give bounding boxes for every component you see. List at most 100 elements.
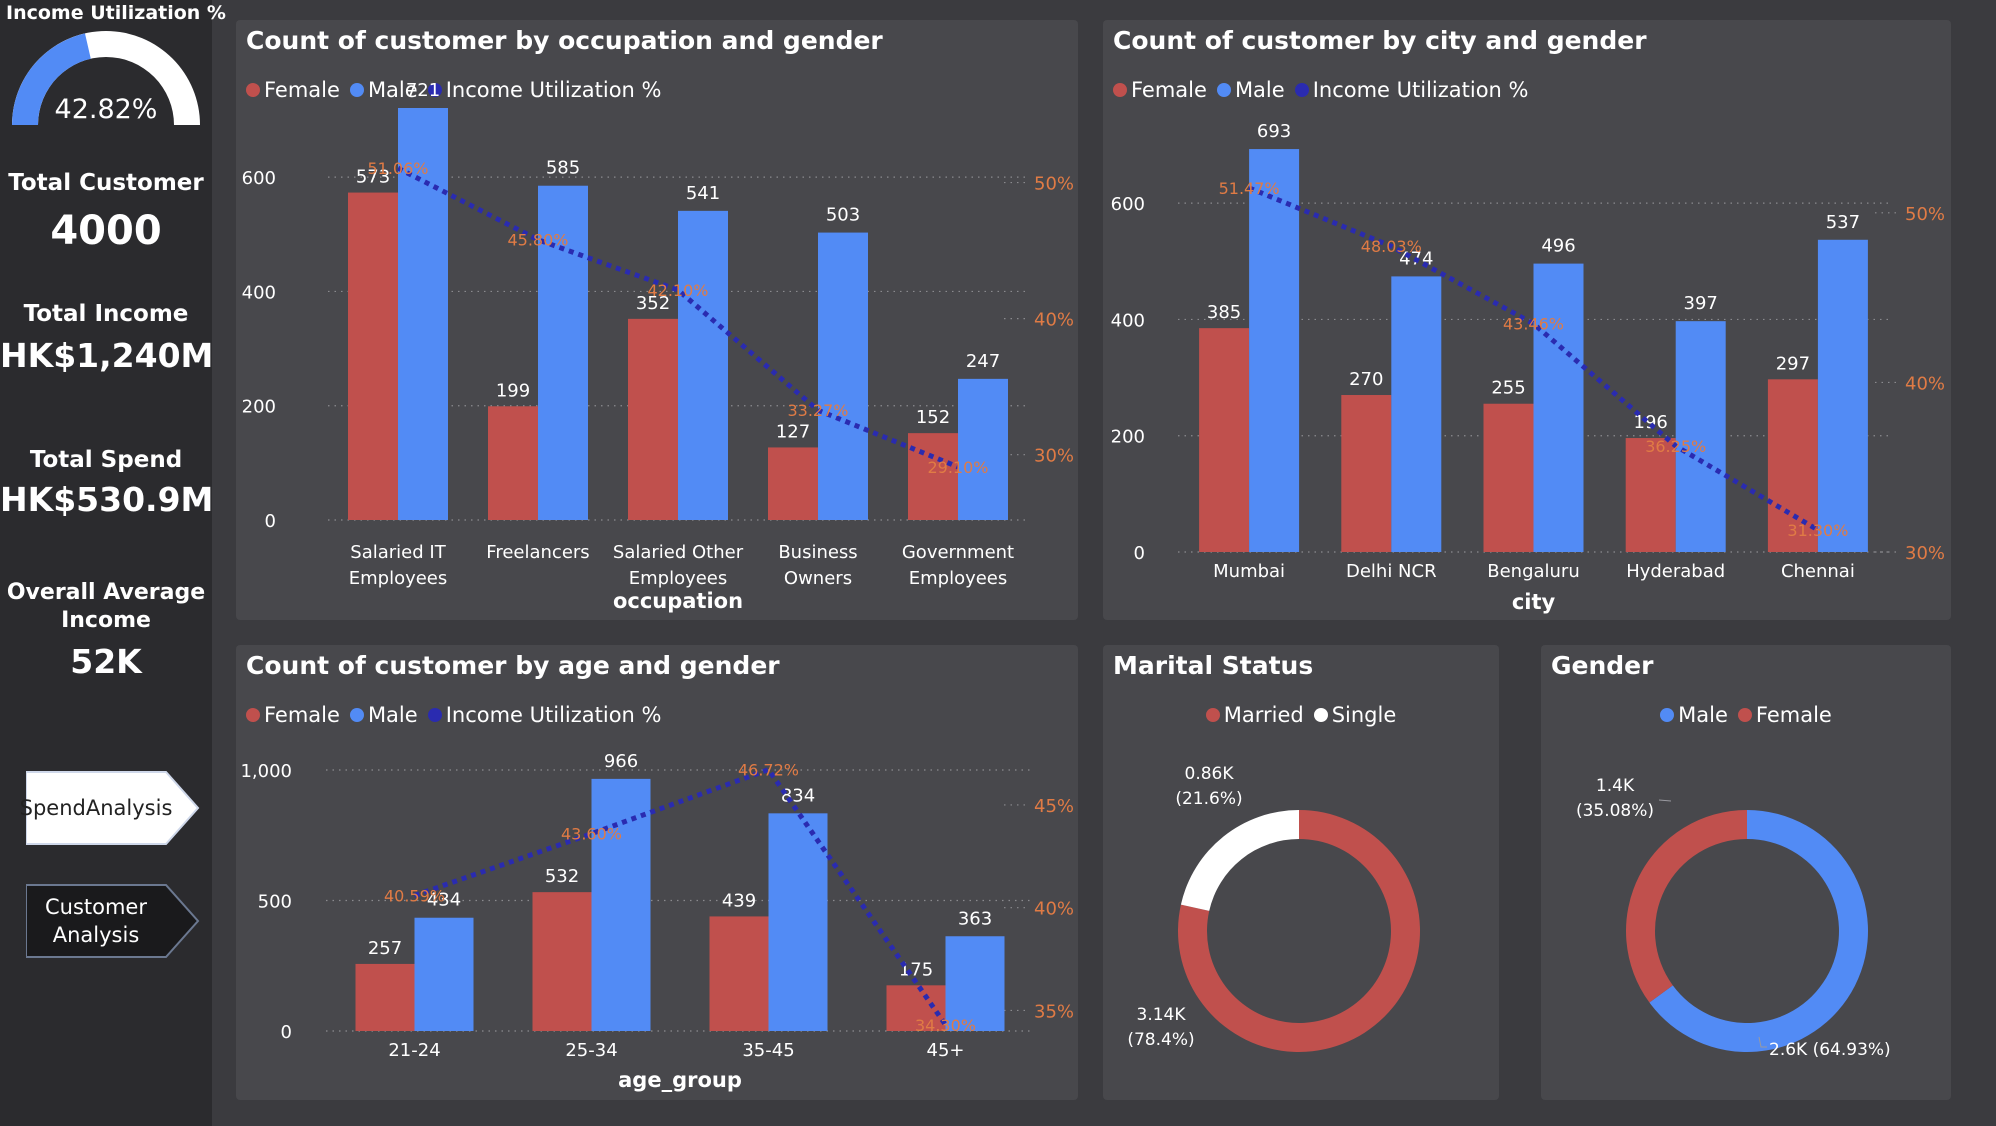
- total-income-value: HK$1,240M: [0, 336, 214, 375]
- y2-tick-label: 50%: [1034, 174, 1074, 195]
- legend-item-male[interactable]: Male: [349, 78, 418, 102]
- legend-item-male[interactable]: Male: [1216, 78, 1285, 102]
- legend-item-income-util[interactable]: Income Utilization %: [427, 78, 662, 102]
- data-label-male: 363: [958, 908, 992, 929]
- gender-panel: Gender Male Female 2.6K (64.93%) 1.4K (35.…: [1541, 645, 1951, 1100]
- male-dot-icon: [349, 83, 364, 97]
- bar-male: [1533, 263, 1584, 552]
- bar-female: [628, 318, 678, 520]
- legend-label-male: Male: [367, 78, 418, 102]
- city-chart-legend: Female Male Income Utilization %: [1113, 78, 1529, 102]
- data-label-male: 834: [781, 785, 815, 806]
- bar-male: [538, 185, 588, 520]
- occupation-chart: 0 200 400 600 30% 40% 50% 573 721 Salaried IT Empl…: [242, 80, 1074, 613]
- occupation-chart-panel: Count of customer by occupation and gend…: [236, 20, 1078, 620]
- donut-label-line1: 0.86K: [1185, 764, 1235, 784]
- bar-female: [908, 433, 958, 520]
- legend-label-female: Female: [1755, 703, 1832, 727]
- y-tick-label: 500: [258, 892, 292, 913]
- x-tick-label: 35-45: [742, 1040, 794, 1061]
- legend-label-income-util: Income Utilization %: [445, 78, 662, 102]
- y-tick-label: 200: [1111, 427, 1145, 448]
- x-tick-label: Business: [778, 542, 857, 563]
- total-spend-value: HK$530.9M: [0, 480, 214, 519]
- y-tick-label: 400: [242, 282, 276, 303]
- legend-item-female[interactable]: Female: [246, 78, 340, 102]
- income-util-label: 46.72%: [738, 761, 799, 780]
- male-dot-icon: [1660, 708, 1675, 722]
- y-tick-label: 0: [1134, 543, 1145, 564]
- income-util-label: 33.27%: [787, 401, 848, 420]
- legend-label-male: Male: [1234, 78, 1285, 102]
- total-customer-title: Total Customer: [8, 170, 204, 196]
- customer-analysis-button[interactable]: Customer Analysis: [26, 883, 200, 959]
- data-label-male: 966: [604, 751, 638, 772]
- legend-item-female[interactable]: Female: [246, 703, 340, 727]
- income-util-label: 29.10%: [927, 458, 988, 477]
- spend-analysis-label-line1: Spend: [19, 796, 86, 820]
- city-chart-title: Count of customer by city and gender: [1113, 26, 1647, 55]
- legend-item-income-util[interactable]: Income Utilization %: [427, 703, 662, 727]
- data-label-male: 541: [686, 183, 720, 204]
- income-util-label: 48.03%: [1361, 237, 1422, 256]
- x-tick-label: Salaried Other: [613, 542, 744, 563]
- x-tick-label: Freelancers: [486, 542, 589, 563]
- bar-female: [1483, 403, 1534, 552]
- male-dot-icon: [1216, 83, 1231, 97]
- total-spend-title: Total Spend: [29, 447, 183, 473]
- bar-male: [1817, 239, 1868, 552]
- x-axis-title: city: [1512, 590, 1556, 614]
- spend-analysis-button[interactable]: Spend Analysis: [20, 770, 200, 846]
- donut-leader-line: [1758, 1036, 1767, 1048]
- kpi-sidebar: Income Utilization % 42.82% Total Custom…: [0, 0, 226, 1126]
- income-util-label: 51.06%: [367, 159, 428, 178]
- legend-item-male[interactable]: Male: [349, 703, 418, 727]
- y-tick-label: 200: [242, 397, 276, 418]
- data-label-female: 175: [899, 959, 933, 980]
- donut-slice-female: [1626, 810, 1747, 1003]
- bar-male: [1249, 149, 1300, 552]
- legend-item-single[interactable]: Single: [1313, 703, 1396, 727]
- data-label-male: 247: [966, 351, 1000, 372]
- x-axis-title: occupation: [613, 589, 743, 613]
- legend-item-male[interactable]: Male: [1660, 703, 1728, 727]
- legend-item-income-util[interactable]: Income Utilization %: [1294, 78, 1529, 102]
- gender-legend: Male Female: [1541, 703, 1951, 727]
- data-label-female: 439: [722, 890, 756, 911]
- bar-male: [1675, 321, 1726, 552]
- male-dot-icon: [349, 708, 364, 722]
- age-chart-legend: Female Male Income Utilization %: [246, 703, 662, 727]
- avg-income-value: 52K: [70, 642, 142, 681]
- legend-item-female[interactable]: Female: [1737, 703, 1832, 727]
- bar-female: [488, 406, 538, 520]
- x-tick-label: Employees: [629, 568, 728, 589]
- data-label-female: 385: [1207, 302, 1241, 323]
- income-utilization-gauge: 42.82%: [12, 31, 200, 126]
- data-label-male: 537: [1826, 212, 1860, 233]
- data-label-male: 496: [1541, 236, 1575, 257]
- x-tick-label: Owners: [784, 568, 852, 589]
- income-util-dot-icon: [427, 708, 442, 722]
- income-util-label: 45.80%: [507, 231, 568, 250]
- y-tick-label: 1,000: [240, 761, 292, 782]
- spend-analysis-label-line2: Analysis: [85, 796, 173, 820]
- data-label-male: 397: [1684, 293, 1718, 314]
- legend-item-married[interactable]: Married: [1205, 703, 1304, 727]
- donut-leader-line: [1658, 799, 1672, 802]
- legend-item-female[interactable]: Female: [1113, 78, 1207, 102]
- income-util-dot-icon: [427, 83, 442, 97]
- x-tick-label: Chennai: [1781, 561, 1855, 582]
- data-label-female: 255: [1491, 378, 1525, 399]
- data-label-female: 152: [916, 407, 950, 428]
- x-tick-label: Employees: [349, 568, 448, 589]
- gender-donut: 2.6K (64.93%) 1.4K (35.08%): [1576, 776, 1891, 1060]
- bar-male: [398, 108, 448, 520]
- y2-tick-label: 30%: [1034, 446, 1074, 467]
- avg-income-title: Overall Average Income: [0, 579, 212, 635]
- female-dot-icon: [1113, 83, 1127, 97]
- avg-income-title-line2: Income: [61, 608, 151, 633]
- occupation-chart-legend: Female Male Income Utilization %: [246, 78, 662, 102]
- data-label-male: 585: [546, 158, 580, 179]
- data-label-male: 503: [826, 205, 860, 226]
- gauge-fill: [12, 33, 91, 126]
